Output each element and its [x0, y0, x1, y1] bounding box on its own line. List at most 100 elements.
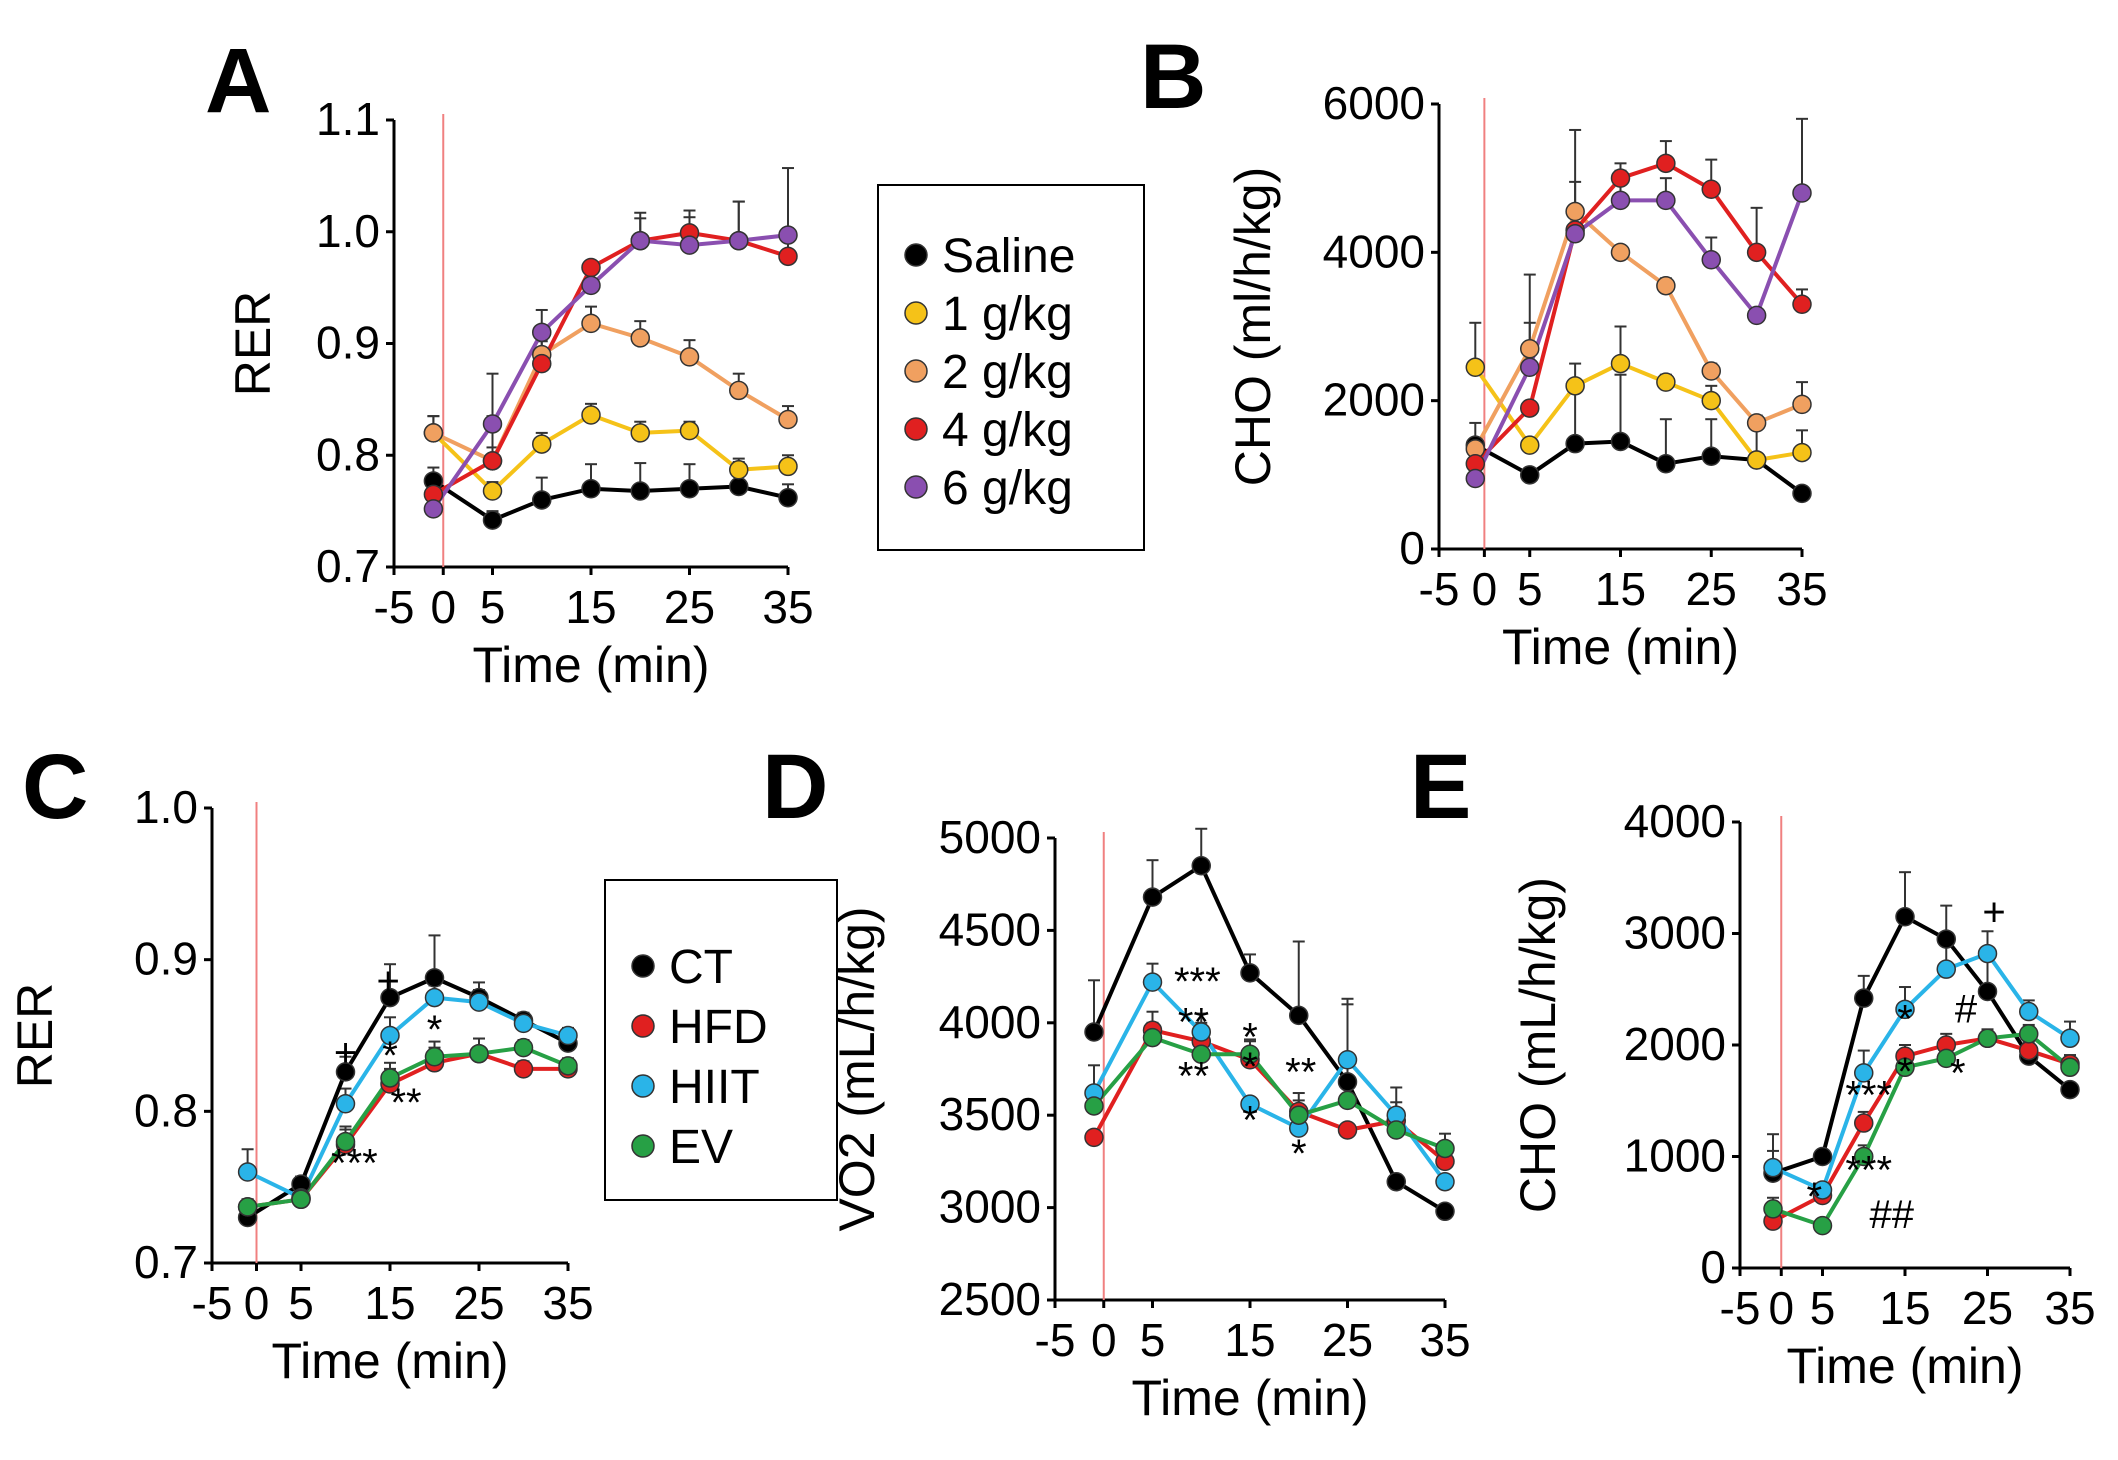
- a-data-point: [423, 499, 444, 519]
- a-data-point: [532, 322, 552, 343]
- d-series-line-hiit: [1092, 980, 1447, 1183]
- c-y-tick-label: 0.7: [134, 1236, 198, 1288]
- legend-label: EV: [669, 1121, 733, 1174]
- legend-label: 2 g/kg: [942, 346, 1073, 399]
- b-series-line-1-g-kg: [1473, 361, 1803, 462]
- panel-label-d: D: [762, 736, 828, 838]
- d-x-tick-label: 25: [1322, 1314, 1373, 1366]
- b-data-point: [1701, 250, 1721, 270]
- d-y-tick-label: 3000: [939, 1181, 1041, 1233]
- c-significance-mark: +: [334, 1031, 357, 1075]
- legend-swatch: [631, 1134, 655, 1158]
- c-significance-mark: **: [390, 1081, 421, 1125]
- b-data-point: [1746, 413, 1767, 433]
- legend-label: HIIT: [669, 1061, 760, 1114]
- c-data-point: [335, 1062, 356, 1082]
- c-data-point: [513, 1059, 534, 1079]
- d-data-point: [1191, 855, 1211, 876]
- e-data-point: [1977, 1028, 1998, 1049]
- e-data-point: [1763, 1199, 1783, 1219]
- c-significance-mark: ***: [331, 1142, 378, 1186]
- a-x-axis-label: Time (min): [472, 637, 709, 693]
- d-data-point: [1142, 1027, 1163, 1048]
- b-data-point: [1701, 390, 1721, 411]
- b-data-point: [1656, 275, 1676, 296]
- d-data-point: [1337, 1050, 1358, 1070]
- d-data-point: [1240, 963, 1260, 983]
- e-data-point: [1895, 1057, 1915, 1078]
- e-data-point: [1812, 1146, 1833, 1167]
- e-significance-mark: *: [1806, 1175, 1822, 1219]
- a-series-line-1-g-kg: [431, 413, 789, 494]
- b-y-tick-label: 2000: [1323, 374, 1425, 426]
- b-data-point: [1565, 201, 1585, 222]
- chart-panel-d: 2500 3000 3500 4000 4500 5000 -5 0 5 15 25 35 Time (…: [829, 811, 1471, 1426]
- b-data-point: [1792, 394, 1812, 415]
- c-y-tick-label: 0.8: [134, 1084, 198, 1136]
- c-x-tick-label: 5: [288, 1277, 314, 1329]
- e-x-axis-label: Time (min): [1786, 1338, 2023, 1394]
- a-data-point: [778, 409, 798, 430]
- c-data-point: [513, 1013, 534, 1034]
- panel-label-e: E: [1410, 736, 1471, 838]
- b-data-point: [1520, 339, 1540, 359]
- e-data-point: [1812, 1180, 1833, 1200]
- e-data-point: [1895, 999, 1915, 1020]
- b-data-point: [1701, 179, 1721, 200]
- e-x-tick-label: 35: [2044, 1282, 2095, 1334]
- a-data-point: [482, 510, 503, 530]
- legend-label: CT: [669, 941, 733, 994]
- d-x-axis-label: Time (min): [1131, 1370, 1368, 1426]
- a-x-tick-label: -5: [374, 581, 415, 633]
- legend-label: HFD: [669, 1001, 768, 1054]
- d-x-tick-label: 0: [1091, 1314, 1117, 1366]
- a-data-point: [581, 275, 601, 296]
- e-data-point: [1977, 981, 1998, 1002]
- d-data-point: [1142, 887, 1163, 907]
- c-data-point: [380, 987, 400, 1008]
- b-x-tick-label: 5: [1517, 563, 1543, 615]
- e-data-point: [1812, 1215, 1833, 1236]
- c-x-tick-label: 15: [364, 1277, 415, 1329]
- c-data-point: [469, 992, 489, 1012]
- e-significance-mark: *: [1897, 998, 1913, 1042]
- a-data-point: [532, 490, 552, 510]
- e-data-point: [1763, 1157, 1783, 1178]
- e-y-tick-label: 3000: [1624, 907, 1726, 959]
- b-x-axis-label: Time (min): [1502, 619, 1739, 675]
- b-x-tick-label: -5: [1419, 563, 1460, 615]
- d-x-tick-label: 5: [1140, 1314, 1166, 1366]
- a-data-point: [778, 246, 798, 267]
- e-data-point: [1854, 988, 1874, 1008]
- c-data-point: [237, 1197, 258, 1217]
- c-significance-mark: *: [382, 1034, 398, 1078]
- a-y-tick-label: 1.1: [316, 93, 380, 145]
- legend-swatch: [631, 1074, 655, 1098]
- e-data-point: [2019, 1040, 2039, 1061]
- c-y-axis-label: RER: [7, 983, 63, 1089]
- c-data-point: [424, 987, 445, 1008]
- b-data-point: [1656, 190, 1676, 211]
- e-data-point: [1977, 943, 1998, 964]
- e-data-point: [1854, 1113, 1874, 1133]
- c-data-point: [558, 1056, 578, 1076]
- c-x-tick-label: 0: [244, 1277, 270, 1329]
- a-data-point: [532, 434, 552, 454]
- a-data-point: [778, 487, 798, 508]
- d-significance-mark: **: [1285, 1051, 1316, 1095]
- c-significance-mark: +: [377, 960, 400, 1004]
- a-data-point: [679, 347, 700, 367]
- e-data-point: [1895, 907, 1915, 927]
- a-data-point: [581, 479, 601, 499]
- d-data-point: [1084, 1096, 1104, 1116]
- e-data-point: [2019, 1001, 2039, 1022]
- b-data-point: [1565, 224, 1585, 244]
- c-y-tick-label: 1.0: [134, 781, 198, 833]
- e-x-tick-label: 5: [1810, 1282, 1836, 1334]
- b-data-point: [1610, 168, 1631, 188]
- c-data-point: [291, 1189, 311, 1210]
- legend-swatch: [904, 359, 928, 383]
- e-significance-mark: +: [1982, 891, 2005, 935]
